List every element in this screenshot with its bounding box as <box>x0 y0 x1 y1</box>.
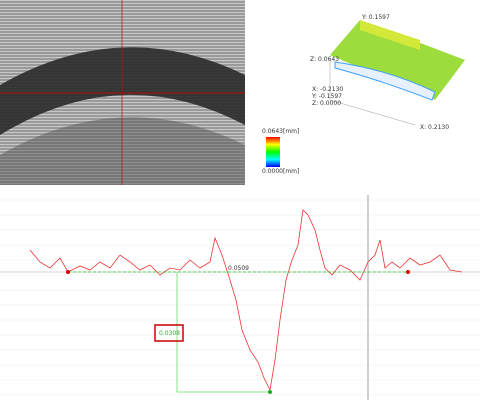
axis-label: Y: -0.1597 <box>311 93 342 100</box>
axis-label: Z: 0.0000 <box>312 100 341 107</box>
colorbar: 0.0643[mm] 0.0000[mm] <box>262 128 299 175</box>
axis-label: Y: 0.1597 <box>361 14 390 21</box>
axis-label: X: -0.2130 <box>312 86 343 93</box>
axis-label: Z: 0.0643 <box>310 56 339 63</box>
width-label: 0.0509 <box>228 265 249 272</box>
colorbar-label: 0.0643[mm] <box>262 128 299 135</box>
microscope-image <box>0 0 245 185</box>
axis-label: X: 0.2130 <box>420 124 449 131</box>
profile-plot: 0.0509 0.0308 <box>0 195 480 400</box>
colorbar-label: 0.0000[mm] <box>262 168 299 175</box>
view-3d: Y: 0.1597 Z: 0.0643 X: -0.2130 Y: -0.159… <box>310 14 465 131</box>
depth-label: 0.0308 <box>159 330 180 337</box>
